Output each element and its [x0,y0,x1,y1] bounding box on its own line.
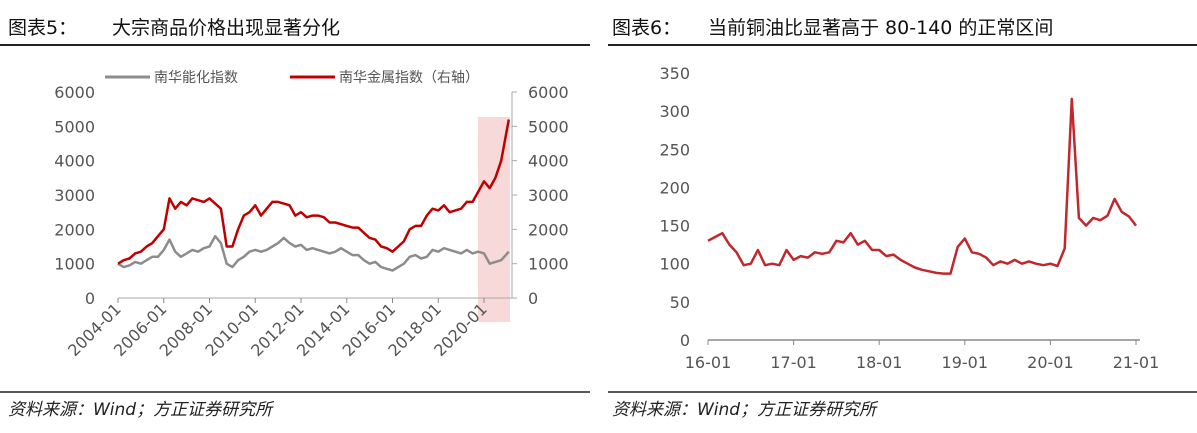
y-tick-label: 2000 [54,220,95,239]
y-tick-label: 100 [659,255,690,274]
y2-tick-label: 4000 [528,152,569,171]
highlight-region [478,117,510,322]
figure-label: 图表5： [8,17,77,39]
source: 资料来源：Wind；方正证券研究所 [612,400,879,420]
y-tick-label: 3000 [54,186,95,205]
x-tick-label: 18-01 [856,353,903,372]
source: 资料来源：Wind；方正证券研究所 [8,400,275,420]
y-tick-label: 6000 [54,83,95,102]
y-tick-label: 50 [670,293,690,312]
y-tick-label: 5000 [54,117,95,136]
legend-label: 南华金属指数（右轴） [339,70,479,86]
y-tick-label: 350 [659,64,690,83]
y2-tick-label: 6000 [528,83,569,102]
y-tick-label: 0 [680,331,690,350]
y2-tick-label: 2000 [528,220,569,239]
chart-title: 大宗商品价格出现显著分化 [112,17,340,39]
series-line [707,97,1137,275]
y-tick-label: 4000 [54,152,95,171]
y-tick-label: 200 [659,178,690,197]
y-tick-label: 300 [659,102,690,121]
y-tick-label: 150 [659,217,690,236]
x-tick-label: 17-01 [770,353,817,372]
y2-tick-label: 3000 [528,186,569,205]
y2-tick-label: 0 [528,289,538,308]
x-tick-label: 19-01 [942,353,989,372]
y-tick-label: 0 [85,289,95,308]
y2-tick-label: 1000 [528,255,569,274]
x-tick-label: 21-01 [1113,353,1160,372]
y-tick-label: 250 [659,140,690,159]
y-tick-label: 1000 [54,255,95,274]
chart-title: 当前铜油比显著高于 80-140 的正常区间 [708,17,1053,39]
series-line [117,119,511,265]
figure-label: 图表6： [612,17,681,39]
series-line [117,234,510,272]
x-tick-label: 16-01 [685,353,732,372]
y2-tick-label: 5000 [528,117,569,136]
legend-label: 南华能化指数 [154,70,238,86]
x-tick-label: 20-01 [1027,353,1074,372]
